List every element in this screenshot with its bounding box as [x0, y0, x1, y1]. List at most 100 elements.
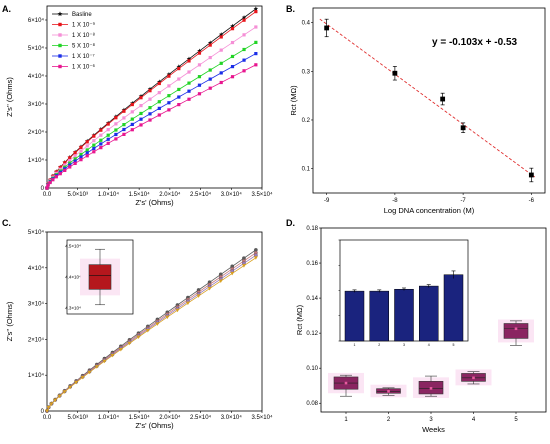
data-point — [68, 385, 73, 390]
x-tick-label: 5.0×10³ — [67, 192, 88, 198]
data-point — [254, 25, 258, 29]
data-point — [114, 137, 118, 141]
data-point — [130, 110, 134, 114]
data-point — [208, 43, 212, 47]
inset-x-tick-label: 5 — [453, 343, 455, 347]
legend-marker — [57, 11, 63, 17]
data-point — [130, 128, 134, 132]
y-tick-label: 3×10⁴ — [28, 301, 45, 308]
inset-bar — [344, 290, 365, 342]
inset-bar — [369, 290, 389, 342]
data-point — [68, 161, 72, 165]
legend-label: 5 X 10⁻⁸ — [72, 43, 96, 50]
legend-label: 1 X 10⁻⁷ — [72, 53, 95, 60]
y-tick-label: 0.3 — [302, 69, 311, 75]
data-point — [122, 116, 126, 120]
legend-label: 1 X 10⁻⁸ — [72, 32, 96, 39]
y-tick-label: 2×10⁴ — [28, 129, 45, 136]
y-tick-label: 0.10 — [306, 366, 318, 372]
data-point — [106, 128, 110, 132]
data-point — [114, 122, 118, 126]
data-point — [99, 146, 103, 150]
data-point — [207, 287, 212, 291]
data-point — [63, 167, 67, 171]
data-point — [219, 80, 223, 85]
data-point — [148, 118, 152, 122]
data-point — [79, 152, 83, 157]
data-point — [68, 165, 72, 169]
data-point — [155, 322, 160, 326]
data-point — [74, 380, 79, 385]
data-point — [114, 116, 118, 120]
inset-box — [88, 264, 112, 290]
data-point — [45, 186, 49, 190]
x-axis-label: Z's' (Ohms) — [135, 421, 174, 430]
legend-marker — [58, 33, 62, 37]
data-point — [79, 149, 83, 153]
data-point — [130, 122, 134, 127]
legend-marker — [58, 22, 62, 27]
y-tick-label: 5×10⁴ — [28, 229, 45, 236]
data-point — [73, 161, 77, 165]
y-tick-label: 3×10⁴ — [28, 101, 45, 108]
x-tick-label: 1.5×10⁴ — [129, 414, 151, 421]
y-tick-label: 0.2 — [302, 118, 311, 124]
x-tick-label: -8 — [392, 198, 398, 204]
inset-x-tick-label: 1 — [354, 343, 356, 347]
data-point — [122, 109, 126, 113]
legend-marker — [58, 54, 62, 58]
data-point — [51, 178, 55, 182]
plot-frame — [320, 227, 547, 413]
data-point — [99, 133, 103, 137]
data-point — [218, 279, 223, 284]
data-point — [139, 111, 143, 116]
data-point — [177, 67, 181, 71]
data-point — [528, 172, 534, 178]
data-point — [130, 117, 134, 121]
y-tick-label: 4×10⁴ — [28, 265, 45, 272]
data-point — [324, 25, 330, 31]
data-point — [92, 143, 96, 147]
fit-line — [319, 18, 536, 178]
inset-x-tick-label: 4 — [428, 343, 430, 347]
data-point — [122, 123, 126, 127]
data-point — [127, 341, 132, 346]
data-point — [148, 89, 152, 93]
data-point — [185, 301, 190, 306]
x-tick-label: -7 — [460, 198, 466, 204]
data-point — [392, 70, 398, 76]
data-point — [73, 157, 77, 161]
data-point — [241, 264, 246, 268]
data-point — [139, 96, 143, 100]
data-point — [118, 347, 123, 352]
y-tick-label: 2×10⁴ — [28, 336, 45, 343]
y-tick-label: 1×10⁴ — [28, 157, 45, 164]
data-point — [253, 6, 259, 11]
x-tick-label: 3.0×10⁴ — [221, 414, 243, 421]
data-point — [139, 117, 143, 121]
data-point — [106, 141, 110, 145]
x-tick-label: 1.0×10⁴ — [98, 414, 120, 421]
data-point — [48, 180, 52, 185]
data-point — [114, 128, 118, 132]
legend-label: Basline — [72, 12, 92, 18]
plot-frame — [46, 5, 263, 189]
data-point — [157, 91, 161, 95]
data-point — [219, 35, 223, 39]
panel-label-a: A. — [2, 4, 11, 14]
data-point — [58, 167, 62, 171]
data-point — [157, 113, 161, 117]
data-point — [53, 398, 58, 403]
legend-marker — [58, 43, 62, 48]
panel-d-stability-boxplot: 0.08 0.10 0.12 0.14 0.16 0.18 1 2 3 4 5 Weeks Rct (M… — [295, 226, 547, 434]
data-point — [80, 375, 85, 380]
x-axis-label: Z's' (Ohms) — [135, 198, 174, 207]
data-point — [99, 138, 103, 142]
data-point — [187, 97, 191, 101]
data-point — [177, 95, 181, 99]
y-tick-label: 0.4 — [302, 21, 311, 27]
inset-x-tick-label: 3 — [403, 343, 405, 347]
data-point — [197, 63, 202, 67]
data-point — [197, 51, 202, 55]
data-point — [208, 55, 212, 60]
